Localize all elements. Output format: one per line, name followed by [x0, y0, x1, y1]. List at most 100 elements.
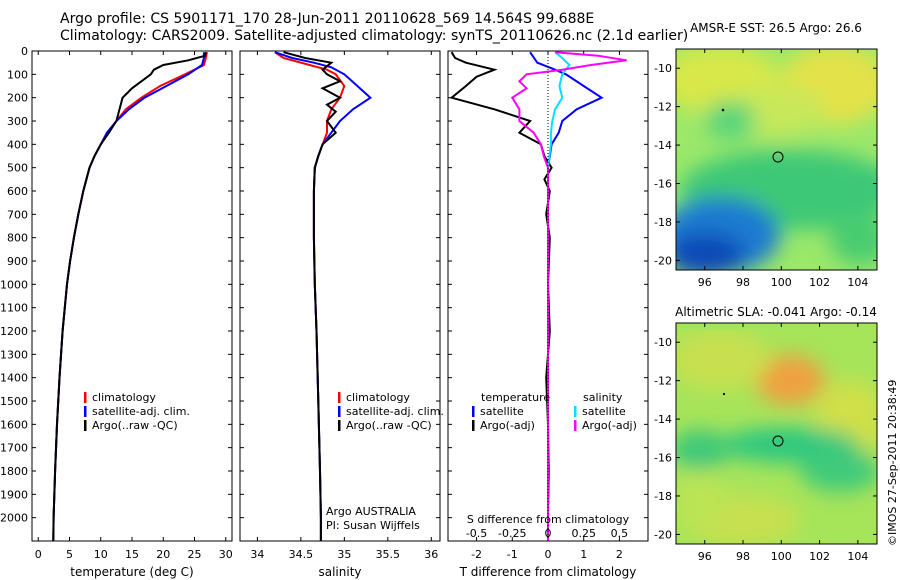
map-lon-tick: 102: [809, 550, 830, 563]
depth-tick-label: 900: [7, 255, 28, 268]
x-axis-label: T difference from climatology: [459, 565, 637, 579]
map-lon-tick: 96: [698, 550, 712, 563]
annotation: Argo AUSTRALIA: [326, 505, 416, 518]
climatology-title: Climatology: CARS2009. Satellite-adjuste…: [60, 28, 689, 44]
figure-header: Argo profile: CS 5901171_170 28-Jun-2011…: [60, 11, 688, 45]
map-lat-tick: -14: [654, 413, 672, 426]
sst-map-title: AMSR-E SST: 26.5 Argo: 26.6: [690, 21, 862, 35]
x-tick-label: 34: [250, 548, 264, 561]
legend-label: satellite-adj. clim.: [92, 405, 190, 418]
legend-swatch: [472, 420, 475, 431]
depth-tick-label: 1300: [0, 348, 28, 361]
x-tick-label: 0: [35, 548, 42, 561]
legend-swatch: [338, 420, 341, 431]
depth-tick-label: 1600: [0, 418, 28, 431]
depth-tick-label: 1500: [0, 395, 28, 408]
legend-label: Argo(-adj): [582, 419, 637, 432]
legend-label: climatology: [92, 391, 156, 404]
map-lon-tick: 96: [698, 276, 712, 289]
x-tick-label: 34.5: [289, 548, 314, 561]
x-tick-label: 1: [580, 548, 587, 561]
map-lat-tick: -12: [654, 375, 672, 388]
depth-tick-label: 300: [7, 115, 28, 128]
legend-label: satellite: [480, 405, 524, 418]
legend-swatch: [472, 406, 475, 417]
legend-label: satellite: [582, 405, 626, 418]
sst-argo-marker: [772, 151, 784, 163]
top-tick-label: -0.5: [466, 527, 487, 540]
legend-swatch: [338, 406, 341, 417]
series-line: [510, 51, 627, 541]
series-line: [283, 51, 343, 541]
plot-frame: [239, 50, 441, 542]
x-tick-label: 36: [424, 548, 438, 561]
x-tick-label: -2: [471, 548, 482, 561]
map-lat-tick: -18: [654, 216, 672, 229]
x-tick-label: 25: [188, 548, 202, 561]
panel-temperature: 0100200300400500600700800900100011001200…: [0, 45, 233, 579]
map-lon-tick: 100: [771, 276, 792, 289]
map-lat-tick: -20: [654, 254, 672, 267]
x-tick-label: 0: [545, 548, 552, 561]
credit-stamp: ©IMOS 27-Sep-2011 20:38:49: [886, 380, 899, 546]
legend-swatch: [84, 392, 87, 403]
profile-title: Argo profile: CS 5901171_170 28-Jun-2011…: [60, 11, 595, 27]
panel-difference: -2 -1 0 1 2 T difference from climatology -0.5…: [447, 50, 649, 579]
x-tick-label: 35: [337, 548, 351, 561]
depth-tick-label: 1100: [0, 302, 28, 315]
map-lat-tick: -10: [654, 336, 672, 349]
depth-tick-label: 1700: [0, 442, 28, 455]
depth-tick-label: 800: [7, 232, 28, 245]
depth-tick-label: 700: [7, 208, 28, 221]
depth-tick-label: 1900: [0, 488, 28, 501]
map-lon-tick: 102: [809, 276, 830, 289]
top-axis-label: S difference from climatology: [467, 513, 630, 526]
depth-tick-label: 100: [7, 68, 28, 81]
depth-tick-label: 1000: [0, 278, 28, 291]
x-tick-label: 30: [219, 548, 233, 561]
x-tick-label: 2: [616, 548, 623, 561]
legend-label: satellite-adj. clim.: [346, 405, 444, 418]
sla-argo-marker: [772, 435, 784, 447]
x-tick-label: 15: [125, 548, 139, 561]
map-lon-tick: 104: [847, 550, 868, 563]
map-lon-tick: 98: [736, 550, 750, 563]
x-axis-label: temperature (deg C): [70, 565, 193, 579]
legend-swatch: [574, 406, 577, 417]
legend-swatch: [338, 392, 341, 403]
map-lon-tick: 104: [847, 276, 868, 289]
map-lon-tick: 98: [736, 276, 750, 289]
map-lat-tick: -14: [654, 139, 672, 152]
legend-swatch: [84, 406, 87, 417]
legend-title: salinity: [583, 391, 623, 404]
legend-title: temperature: [481, 391, 550, 404]
annotation: PI: Susan Wijffels: [326, 519, 420, 532]
map-lat-tick: -20: [654, 528, 672, 541]
top-tick-label: 0.5: [611, 527, 629, 540]
map-lat-tick: -16: [654, 452, 672, 465]
sla-map-title: Altimetric SLA: -0.041 Argo: -0.14: [675, 305, 877, 319]
panel-salinity: 34 34.5 35 35.5 36 salinity climatologysatelli…: [239, 50, 444, 579]
depth-tick-label: 1400: [0, 372, 28, 385]
depth-tick-label: 400: [7, 138, 28, 151]
legend-swatch: [84, 420, 87, 431]
depth-tick-label: 600: [7, 185, 28, 198]
x-tick-label: -1: [507, 548, 518, 561]
plot-frame: [31, 50, 233, 542]
depth-tick-label: 1200: [0, 325, 28, 338]
map-lat-tick: -12: [654, 101, 672, 114]
x-tick-label: 35.5: [376, 548, 401, 561]
x-tick-label: 10: [94, 548, 108, 561]
x-axis-label: salinity: [318, 565, 361, 579]
depth-tick-label: 1800: [0, 465, 28, 478]
top-tick-label: 0.25: [571, 527, 596, 540]
depth-tick-label: 500: [7, 162, 28, 175]
depth-tick-label: 0: [21, 45, 28, 58]
legend-label: Argo(..raw -QC): [92, 419, 178, 432]
sst-map: AMSR-E SST: 26.5 Argo: 26.6 96 98 100 102 10…: [654, 21, 878, 289]
top-tick-label: 0: [545, 527, 552, 540]
sla-map: Altimetric SLA: -0.041 Argo: -0.14 96 98 1…: [654, 305, 878, 563]
x-tick-label: 5: [66, 548, 73, 561]
top-tick-label: -0.25: [498, 527, 526, 540]
